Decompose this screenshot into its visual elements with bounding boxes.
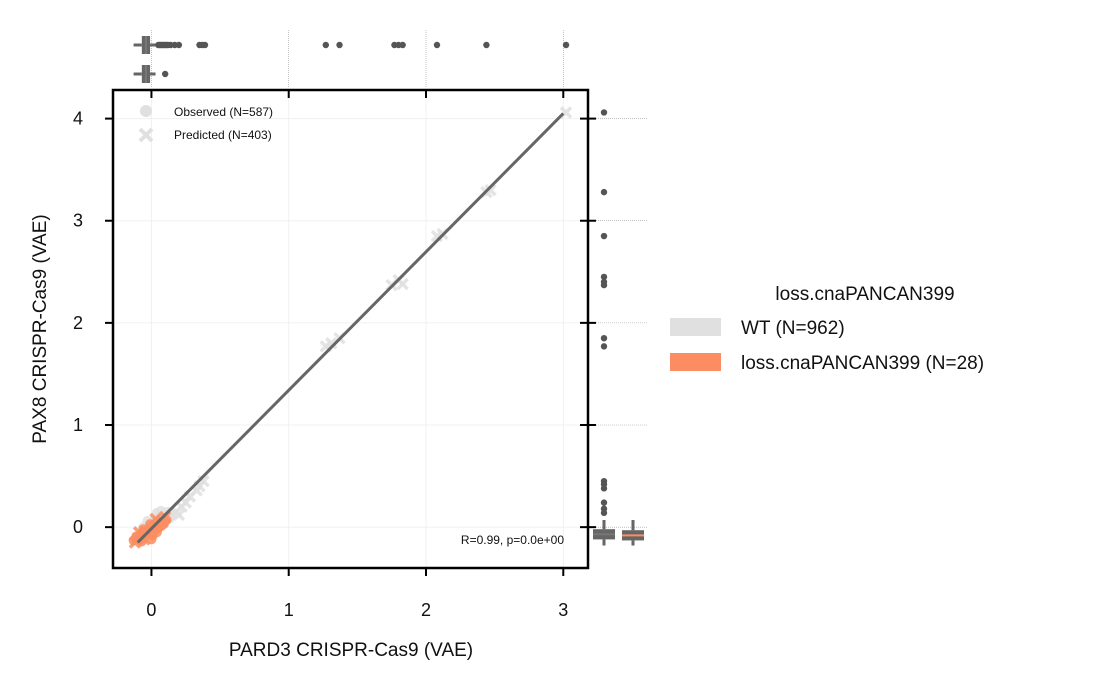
right-outlier [600, 232, 608, 240]
y-tick-label: 0 [73, 517, 83, 537]
right-outlier [600, 334, 608, 342]
right-outlier [600, 343, 608, 350]
y-tick-label: 3 [73, 211, 83, 231]
y-tick-label: 4 [73, 109, 83, 129]
data-point [151, 527, 162, 538]
right-outlier [600, 499, 608, 506]
color-legend: loss.cnaPANCAN399 WT (N=962) loss.cnaPAN… [670, 284, 984, 374]
correlation-annotation: R=0.99, p=0.0e+00 [461, 533, 564, 547]
legend-swatch-loss [670, 353, 721, 371]
plot-frame [111, 88, 590, 570]
top-marginal-boxplot [133, 36, 570, 83]
marker-legend-label-observed: Observed (N=587) [174, 105, 273, 119]
predicted-marker-icon [138, 127, 154, 143]
observed-marker-icon [140, 105, 152, 117]
marker-legend: Observed (N=587) Predicted (N=403) [138, 105, 273, 143]
marker-legend-label-predicted: Predicted (N=403) [174, 128, 272, 142]
color-legend-title: loss.cnaPANCAN399 [775, 284, 954, 305]
x-tick-label: 0 [146, 600, 156, 620]
top-outlier [433, 41, 441, 49]
top-outlier [483, 41, 490, 49]
y-tick-label: 1 [73, 415, 83, 435]
right-outlier [600, 477, 608, 485]
top-outlier [562, 41, 570, 49]
regression-line [136, 112, 565, 544]
right-outlier [600, 505, 608, 512]
regression-line-group [136, 112, 565, 544]
legend-swatch-wt [670, 318, 721, 336]
y-tick-label: 2 [73, 313, 83, 333]
data-point [138, 524, 149, 535]
legend-label-wt: WT (N=962) [741, 318, 845, 339]
data-point [128, 535, 139, 546]
x-tick-label: 2 [421, 600, 431, 620]
marginal-grid-lines [151, 30, 648, 528]
top-outlier [336, 41, 343, 49]
x-axis-label: PARD3 CRISPR-Cas9 (VAE) [229, 640, 473, 661]
x-tick-label: 1 [284, 600, 294, 620]
y-axis-label: PAX8 CRISPR-Cas9 (VAE) [30, 214, 51, 443]
data-point [484, 183, 497, 197]
top-outlier [161, 70, 169, 78]
x-tick-label: 3 [558, 600, 568, 620]
right-outlier [600, 188, 608, 196]
grid-lines [113, 90, 588, 568]
top-outlier [322, 41, 329, 49]
legend-label-loss: loss.cnaPANCAN399 (N=28) [741, 353, 984, 374]
right-outlier [600, 273, 608, 281]
right-outlier [600, 109, 608, 116]
right-marginal-boxplot [593, 109, 644, 546]
top-outlier [175, 41, 183, 49]
axis-ticks: 0 1 2 3 0 1 2 3 4 [73, 90, 596, 620]
right-outlier [600, 278, 608, 286]
top-outlier [201, 41, 209, 49]
data-point [172, 508, 186, 522]
data-point [325, 337, 338, 350]
data-point [146, 534, 157, 545]
top-outlier [399, 41, 406, 49]
